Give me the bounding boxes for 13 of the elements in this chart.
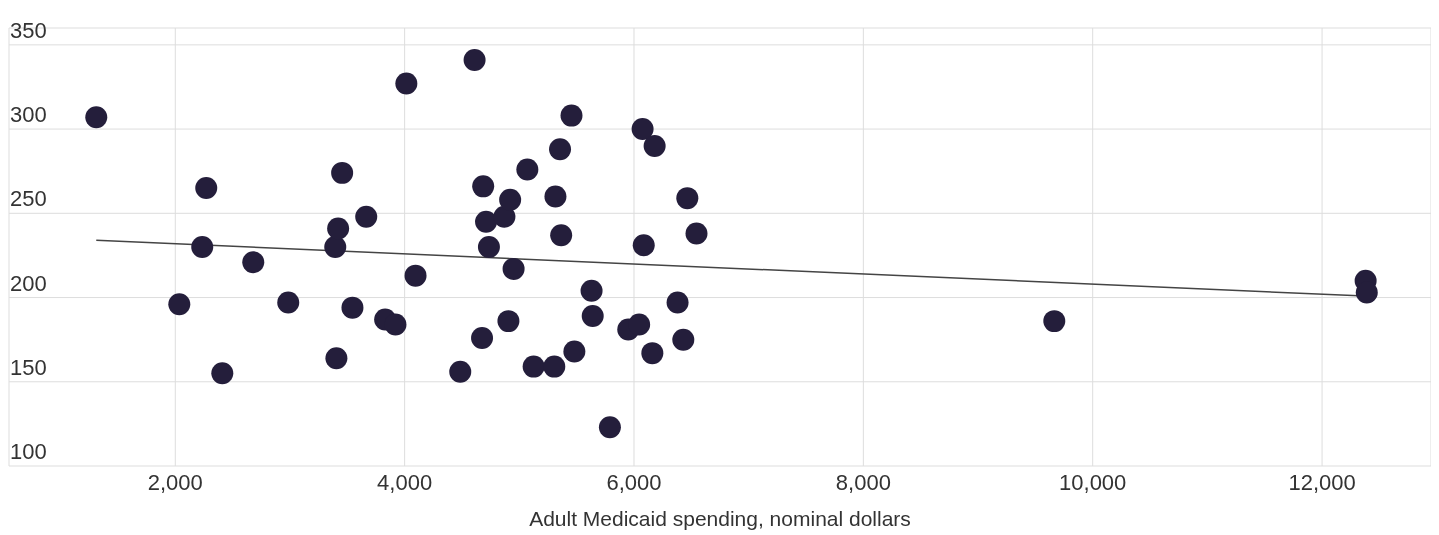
y-tick-label: 350 xyxy=(10,17,47,43)
x-tick-label: 12,000 xyxy=(1288,469,1356,495)
x-tick-label: 8,000 xyxy=(835,469,891,495)
y-tick-label: 250 xyxy=(10,186,47,212)
y-tick-label: 300 xyxy=(10,102,47,128)
x-tick-label: 2,000 xyxy=(147,469,203,495)
x-tick-label: 10,000 xyxy=(1059,469,1127,495)
y-tick-label: 150 xyxy=(10,354,47,380)
x-tick-label: 4,000 xyxy=(377,469,433,495)
x-tick-label: 6,000 xyxy=(606,469,662,495)
x-axis-title: Adult Medicaid spending, nominal dollars xyxy=(529,507,911,530)
y-tick-label: 200 xyxy=(10,270,47,296)
y-tick-label: 100 xyxy=(10,439,47,464)
